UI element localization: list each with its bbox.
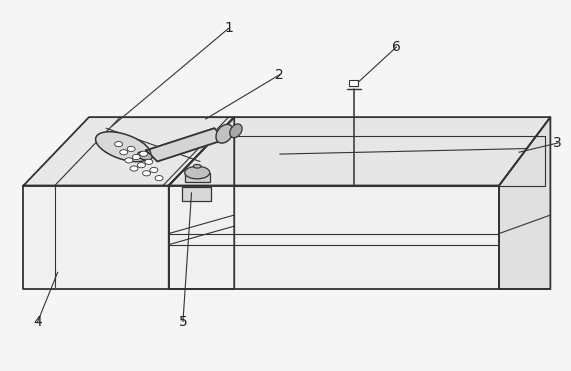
Polygon shape (168, 117, 550, 186)
Text: 4: 4 (33, 315, 42, 328)
Ellipse shape (230, 124, 242, 138)
Circle shape (125, 158, 133, 163)
Circle shape (155, 175, 163, 181)
Polygon shape (23, 117, 234, 186)
Polygon shape (168, 117, 234, 289)
Text: 5: 5 (179, 315, 187, 328)
Polygon shape (146, 128, 226, 161)
Circle shape (140, 151, 148, 156)
Text: 1: 1 (224, 22, 233, 35)
Circle shape (130, 166, 138, 171)
Ellipse shape (138, 152, 152, 160)
Polygon shape (23, 186, 168, 289)
Bar (349, 80, 359, 86)
Circle shape (150, 167, 158, 173)
Ellipse shape (216, 124, 233, 143)
Text: 3: 3 (553, 136, 562, 150)
Circle shape (115, 141, 123, 147)
Polygon shape (499, 117, 550, 289)
Ellipse shape (184, 166, 210, 179)
Polygon shape (168, 186, 499, 289)
Text: 6: 6 (392, 40, 401, 54)
Circle shape (143, 171, 151, 176)
Bar (182, 187, 211, 201)
Circle shape (120, 150, 128, 155)
Circle shape (127, 146, 135, 151)
Circle shape (145, 159, 153, 164)
Ellipse shape (193, 164, 201, 168)
Ellipse shape (95, 132, 151, 162)
Text: 2: 2 (275, 68, 284, 82)
Circle shape (132, 154, 140, 160)
Bar (184, 173, 210, 182)
Circle shape (138, 162, 146, 168)
